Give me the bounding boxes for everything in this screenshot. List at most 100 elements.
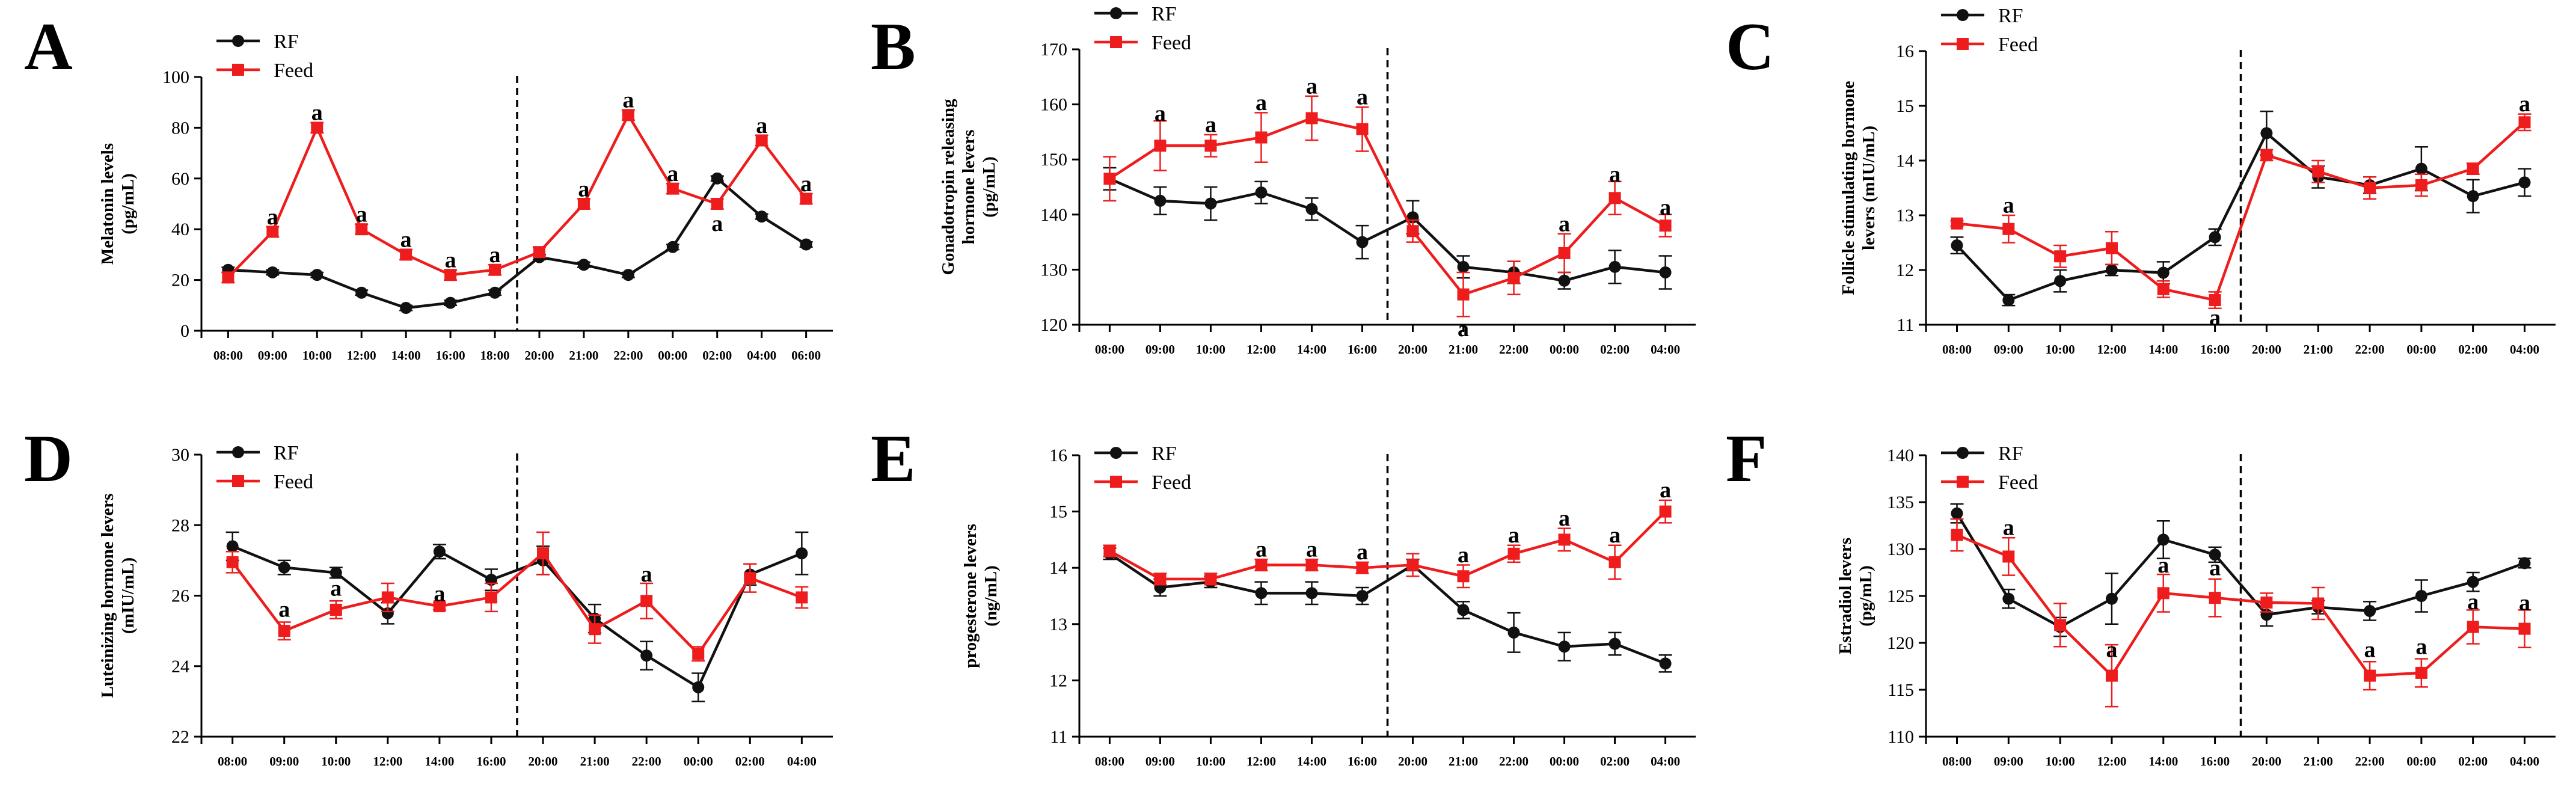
significance-label: a	[1660, 195, 1671, 220]
x-tick-label: 12:00	[2097, 754, 2126, 769]
legend-marker	[1110, 476, 1122, 488]
data-point	[1558, 274, 1571, 287]
significance-label: a	[2519, 91, 2530, 117]
x-tick-label: 08:00	[1942, 754, 1972, 769]
x-tick-label: 14:00	[2148, 754, 2178, 769]
data-point	[1154, 140, 1167, 152]
data-point	[1608, 192, 1621, 204]
significance-label: a	[330, 576, 342, 601]
panel-label: B	[871, 10, 916, 84]
x-tick-label: 02:00	[2458, 342, 2488, 357]
x-tick-label: 20:00	[529, 754, 558, 769]
significance-label: a	[2209, 556, 2221, 581]
data-point	[800, 192, 812, 205]
y-axis-label: Melatonin levels(pg/mL)	[98, 143, 138, 265]
y-tick-label: 11	[1050, 727, 1067, 747]
data-point	[1406, 225, 1419, 238]
series-feed	[221, 109, 813, 284]
series-line	[231, 551, 803, 656]
significance-label: a	[2106, 637, 2117, 662]
y-tick-label: 14	[1896, 151, 1914, 171]
data-point	[796, 547, 808, 560]
x-tick-label: 12:00	[373, 754, 402, 769]
y-tick-label: 11	[1897, 315, 1914, 335]
y-tick-label: 150	[1040, 150, 1067, 170]
y-tick-label: 20	[171, 271, 189, 290]
significance-label: a	[578, 176, 589, 201]
significance-label: a	[1458, 542, 1469, 568]
data-point	[622, 269, 634, 281]
legend-label: Feed	[1152, 471, 1191, 494]
data-point	[2054, 275, 2067, 287]
panel-A: A Melatonin levels(pg/mL) 0 20 40 60 80 100 08:0…	[24, 10, 833, 363]
significance-label: a	[2157, 553, 2169, 578]
significance-label: a	[1357, 539, 1368, 565]
significance-label: a	[2364, 637, 2376, 662]
data-point	[226, 540, 239, 553]
x-tick-label: 20:00	[2252, 754, 2281, 769]
data-point	[2467, 162, 2479, 175]
y-tick-label: 22	[171, 727, 189, 747]
data-point	[711, 198, 723, 210]
panel-label: C	[1726, 10, 1774, 84]
x-tick-label: 22:00	[632, 754, 661, 769]
data-point	[2105, 242, 2118, 254]
y-tick-label: 115	[1888, 680, 1914, 700]
y-tick-label: 30	[171, 445, 189, 465]
data-point	[1204, 140, 1217, 152]
significance-label: a	[2415, 634, 2427, 660]
x-tick-label: 21:00	[2304, 342, 2333, 357]
data-point	[692, 648, 705, 660]
data-point	[744, 572, 756, 585]
x-tick-label: 00:00	[2406, 754, 2436, 769]
legend-marker	[1957, 38, 1969, 50]
legend-marker	[232, 475, 244, 487]
y-tick-label: 60	[171, 169, 189, 189]
series-line	[1955, 512, 2525, 629]
significance-label: a	[400, 227, 412, 253]
significance-label: a	[1205, 112, 1216, 137]
data-point	[1356, 236, 1369, 248]
x-tick-label: 08:00	[218, 754, 247, 769]
data-point	[2518, 557, 2531, 569]
data-point	[266, 266, 279, 278]
data-point	[1457, 604, 1470, 616]
significance-label: a	[2003, 515, 2014, 541]
x-tick-label: 10:00	[1196, 342, 1225, 357]
data-point	[1558, 247, 1571, 259]
data-point	[2467, 576, 2479, 588]
x-tick-label: 20:00	[1398, 754, 1428, 769]
series-line	[1109, 177, 1666, 283]
data-point	[1951, 217, 1963, 230]
data-point	[1305, 559, 1318, 571]
x-tick-label: 14:00	[1297, 754, 1326, 769]
y-tick-label: 135	[1887, 493, 1914, 512]
data-point	[2260, 127, 2273, 140]
data-point	[2157, 266, 2170, 279]
data-point	[577, 259, 590, 271]
legend-marker	[232, 446, 244, 458]
data-point	[2260, 149, 2273, 161]
x-tick-label: 10:00	[321, 754, 351, 769]
y-tick-label: 140	[1887, 446, 1914, 465]
y-tick-label: 40	[171, 219, 189, 239]
data-point	[2467, 190, 2479, 203]
data-point	[2518, 176, 2531, 189]
x-tick-label: 09:00	[1145, 754, 1175, 769]
y-tick-label: 13	[1049, 615, 1067, 634]
significance-label: a	[1559, 506, 1570, 531]
data-point	[2105, 264, 2118, 276]
y-tick-label: 14	[1049, 558, 1067, 578]
x-tick-label: 18:00	[480, 348, 510, 363]
panel-C: C Follicle stimulating hormonelevers (mIU…	[1726, 5, 2556, 357]
data-point	[2054, 619, 2067, 631]
data-point	[1154, 573, 1167, 585]
data-point	[1305, 587, 1318, 600]
legend-label: RF	[274, 442, 299, 464]
x-tick-label: 20:00	[524, 348, 554, 363]
x-tick-label: 00:00	[1550, 342, 1579, 357]
x-tick-label: 06:00	[791, 348, 821, 363]
x-tick-label: 10:00	[1196, 754, 1225, 769]
data-point	[666, 182, 679, 195]
